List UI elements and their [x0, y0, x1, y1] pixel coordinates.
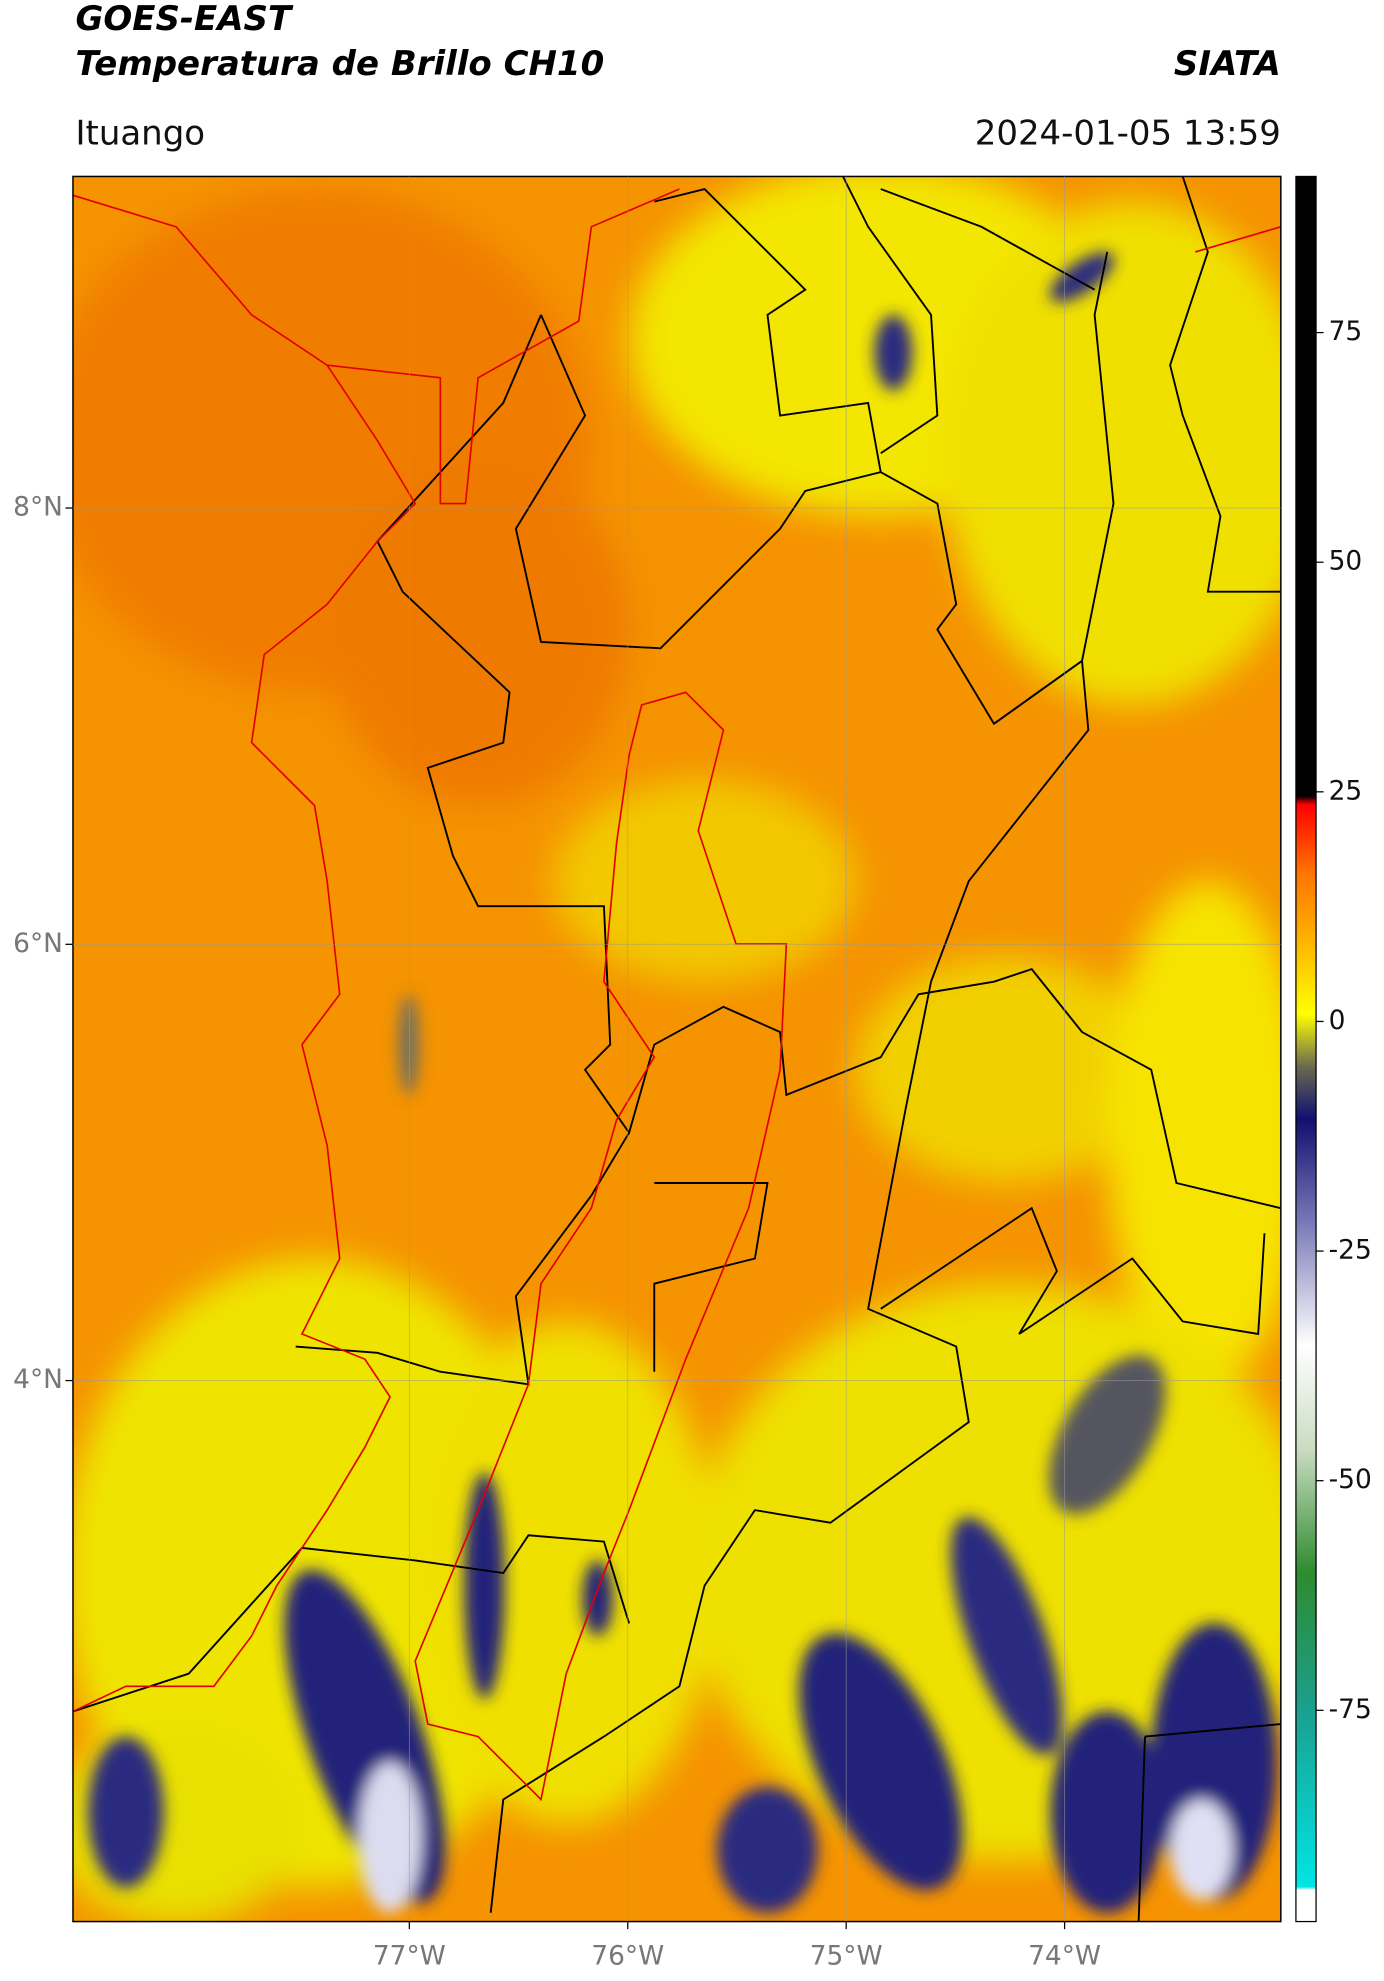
map-frame [72, 175, 1282, 1923]
graticule [72, 176, 1281, 1922]
x-tick-label: 75°W [810, 1940, 883, 1971]
y-tick-label: 4°N [13, 1364, 63, 1395]
x-tick-label: 77°W [373, 1940, 446, 1971]
colorbar-label: 75 [1329, 316, 1363, 347]
organization: SIATA [1174, 44, 1281, 84]
colorbar-label: 50 [1329, 546, 1363, 577]
timestamp: 2024-01-05 13:59 [975, 113, 1281, 153]
region: Ituango [75, 113, 205, 153]
y-tick-label: 6°N [13, 928, 63, 959]
x-tick-label: 74°W [1028, 1940, 1101, 1971]
colorbar-label: 0 [1329, 1005, 1346, 1036]
colorbar-label: -75 [1329, 1694, 1372, 1725]
colorbar-label: -50 [1329, 1464, 1372, 1495]
y-tick-label: 8°N [13, 492, 63, 523]
title: GOES-EAST [75, 0, 293, 39]
colorbar [1295, 175, 1317, 1923]
satellite-image [72, 176, 1281, 1922]
colorbar-label: -25 [1329, 1235, 1372, 1266]
colorbar-label: 25 [1329, 775, 1363, 806]
cold-cloud-tops [88, 252, 1278, 1913]
subtitle: Temperatura de Brillo CH10 [75, 44, 604, 84]
x-tick-label: 76°W [591, 1940, 664, 1971]
ticks: 77°W 76°W 75°W 74°W 4°N 6°N 8°N -75 -50 -25 0 25 50 7… [13, 316, 1372, 1971]
